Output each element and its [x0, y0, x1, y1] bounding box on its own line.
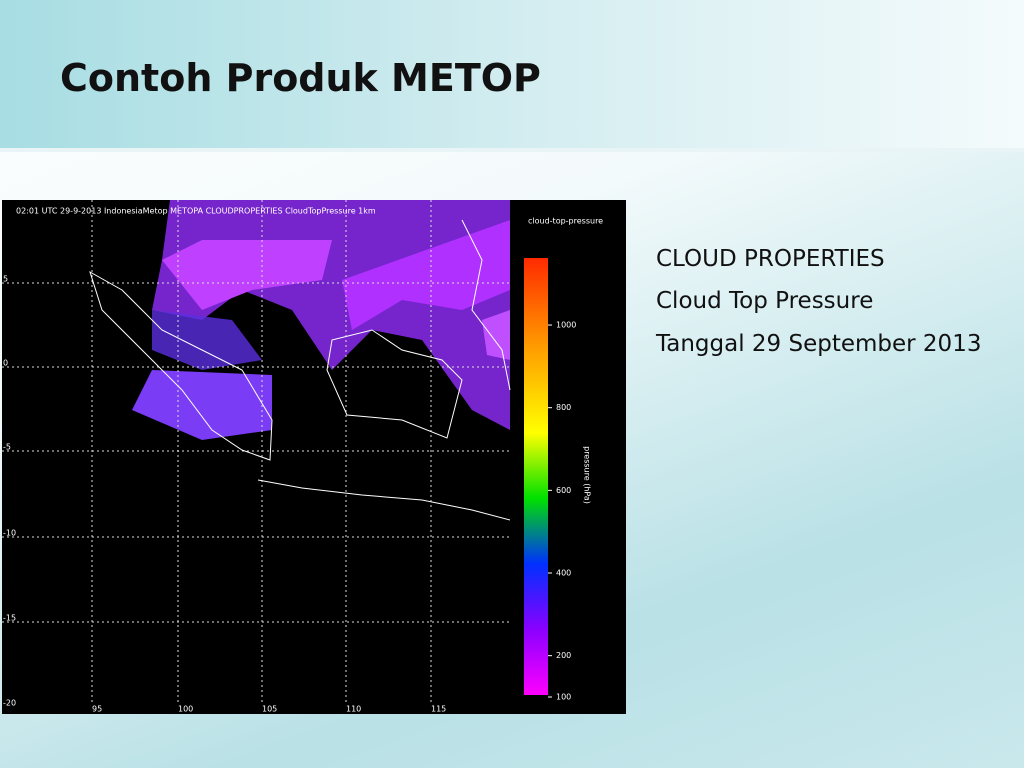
body-line: CLOUD PROPERTIES	[656, 246, 885, 272]
colorbar-title: cloud-top-pressure	[528, 217, 603, 226]
image-caption: 02:01 UTC 29-9-2013 IndonesiaMetop METOP…	[16, 207, 376, 216]
body-line: Tanggal 29 September 2013	[656, 331, 982, 357]
lon-label: 110	[346, 705, 361, 714]
coastline	[89, 219, 511, 521]
cloud-area	[132, 370, 272, 440]
colorbar	[524, 258, 548, 695]
lat-label: 5	[3, 275, 8, 284]
lat-label: -5	[3, 443, 11, 452]
colorbar-tick-label: 1000	[556, 321, 576, 330]
colorbar-tick-label: 400	[556, 569, 571, 578]
lat-label: -10	[3, 529, 16, 538]
header: Contoh Produk METOP	[0, 0, 1024, 152]
lon-label: 100	[178, 705, 193, 714]
colorbar-axis-label: pressure (hPa)	[583, 446, 592, 504]
lat-label: -15	[3, 614, 16, 623]
colorbar-tick-label: 600	[556, 486, 571, 495]
graticule	[2, 200, 510, 705]
body-line: Cloud Top Pressure	[656, 288, 874, 314]
colorbar-tick-label: 800	[556, 403, 571, 412]
lon-label: 105	[262, 705, 277, 714]
cloud-area	[342, 220, 510, 330]
slide-title: Contoh Produk METOP	[60, 56, 541, 100]
cloud-area	[152, 310, 262, 370]
satellite-image: 02:01 UTC 29-9-2013 IndonesiaMetop METOP…	[2, 200, 626, 714]
colorbar-tick-label: 200	[556, 651, 571, 660]
lon-label: 95	[92, 705, 102, 714]
colorbar-tick-label: 100	[556, 693, 571, 702]
lon-label: 115	[431, 705, 446, 714]
lat-label: -20	[3, 699, 16, 708]
cloud-area	[162, 240, 332, 310]
cloud-area	[482, 310, 510, 360]
lat-label: 0	[3, 359, 8, 368]
